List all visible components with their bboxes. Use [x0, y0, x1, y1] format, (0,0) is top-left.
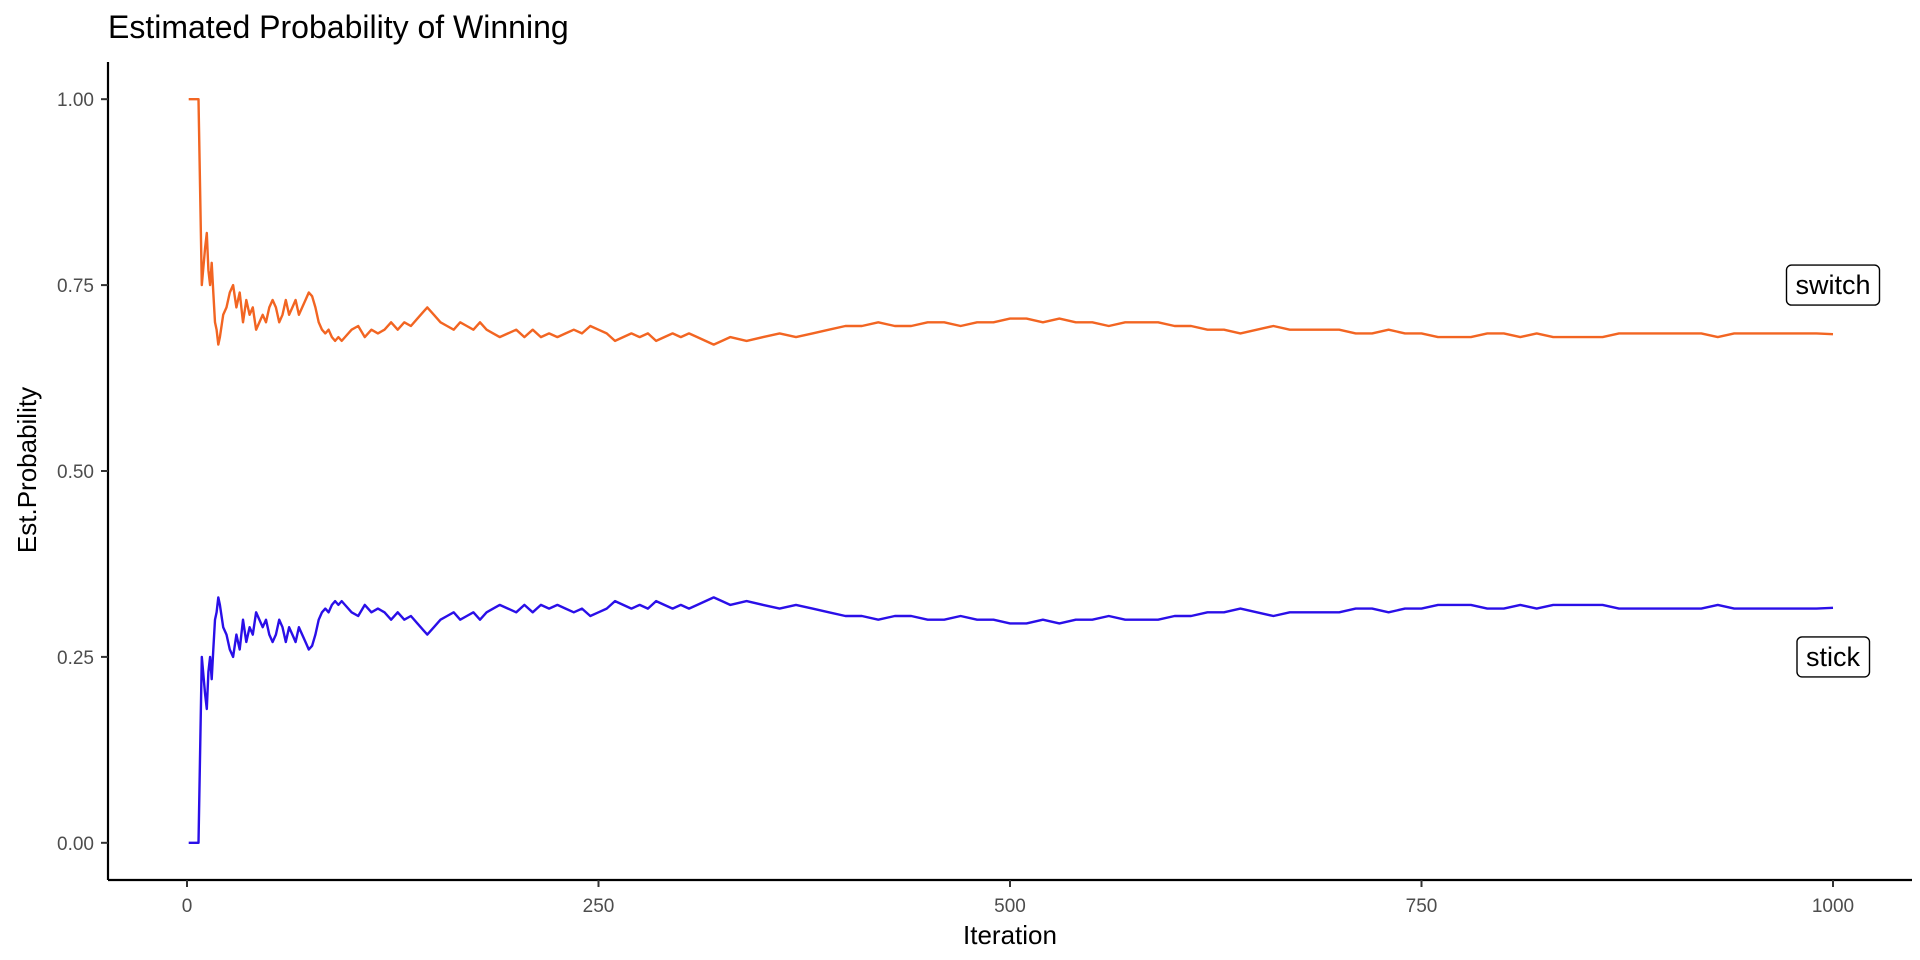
series-labels: switch stick — [1785, 264, 1881, 678]
y-tick-label: 0.00 — [57, 834, 94, 855]
series-label-text: stick — [1806, 642, 1861, 672]
y-tick-label: 0.50 — [57, 462, 94, 483]
axes: 0.00 0.25 0.50 0.75 1.00 0 250 500 750 1000 — [57, 62, 1912, 917]
x-tick-label: 1000 — [1812, 896, 1854, 917]
chart-title: Estimated Probability of Winning — [108, 9, 569, 45]
series-label-stick: stick — [1796, 636, 1871, 678]
series-label-box — [1796, 636, 1871, 678]
series-label-text: switch — [1795, 270, 1870, 300]
x-axis-title: Iteration — [963, 920, 1057, 950]
y-axis-title: Est.Probability — [12, 387, 42, 553]
y-tick-label: 0.25 — [57, 648, 94, 669]
x-tick-label: 0 — [182, 896, 193, 917]
x-tick-label: 750 — [1406, 896, 1438, 917]
series-label-box — [1785, 264, 1881, 306]
y-tick-label: 0.75 — [57, 276, 94, 297]
series-label-switch: switch — [1785, 264, 1881, 306]
series-line-switch — [188, 98, 1834, 346]
x-tick-label: 500 — [994, 896, 1026, 917]
series-line-stick — [188, 596, 1834, 844]
y-tick-label: 1.00 — [57, 90, 94, 111]
series-layer — [188, 98, 1834, 844]
x-tick-label: 250 — [583, 896, 615, 917]
